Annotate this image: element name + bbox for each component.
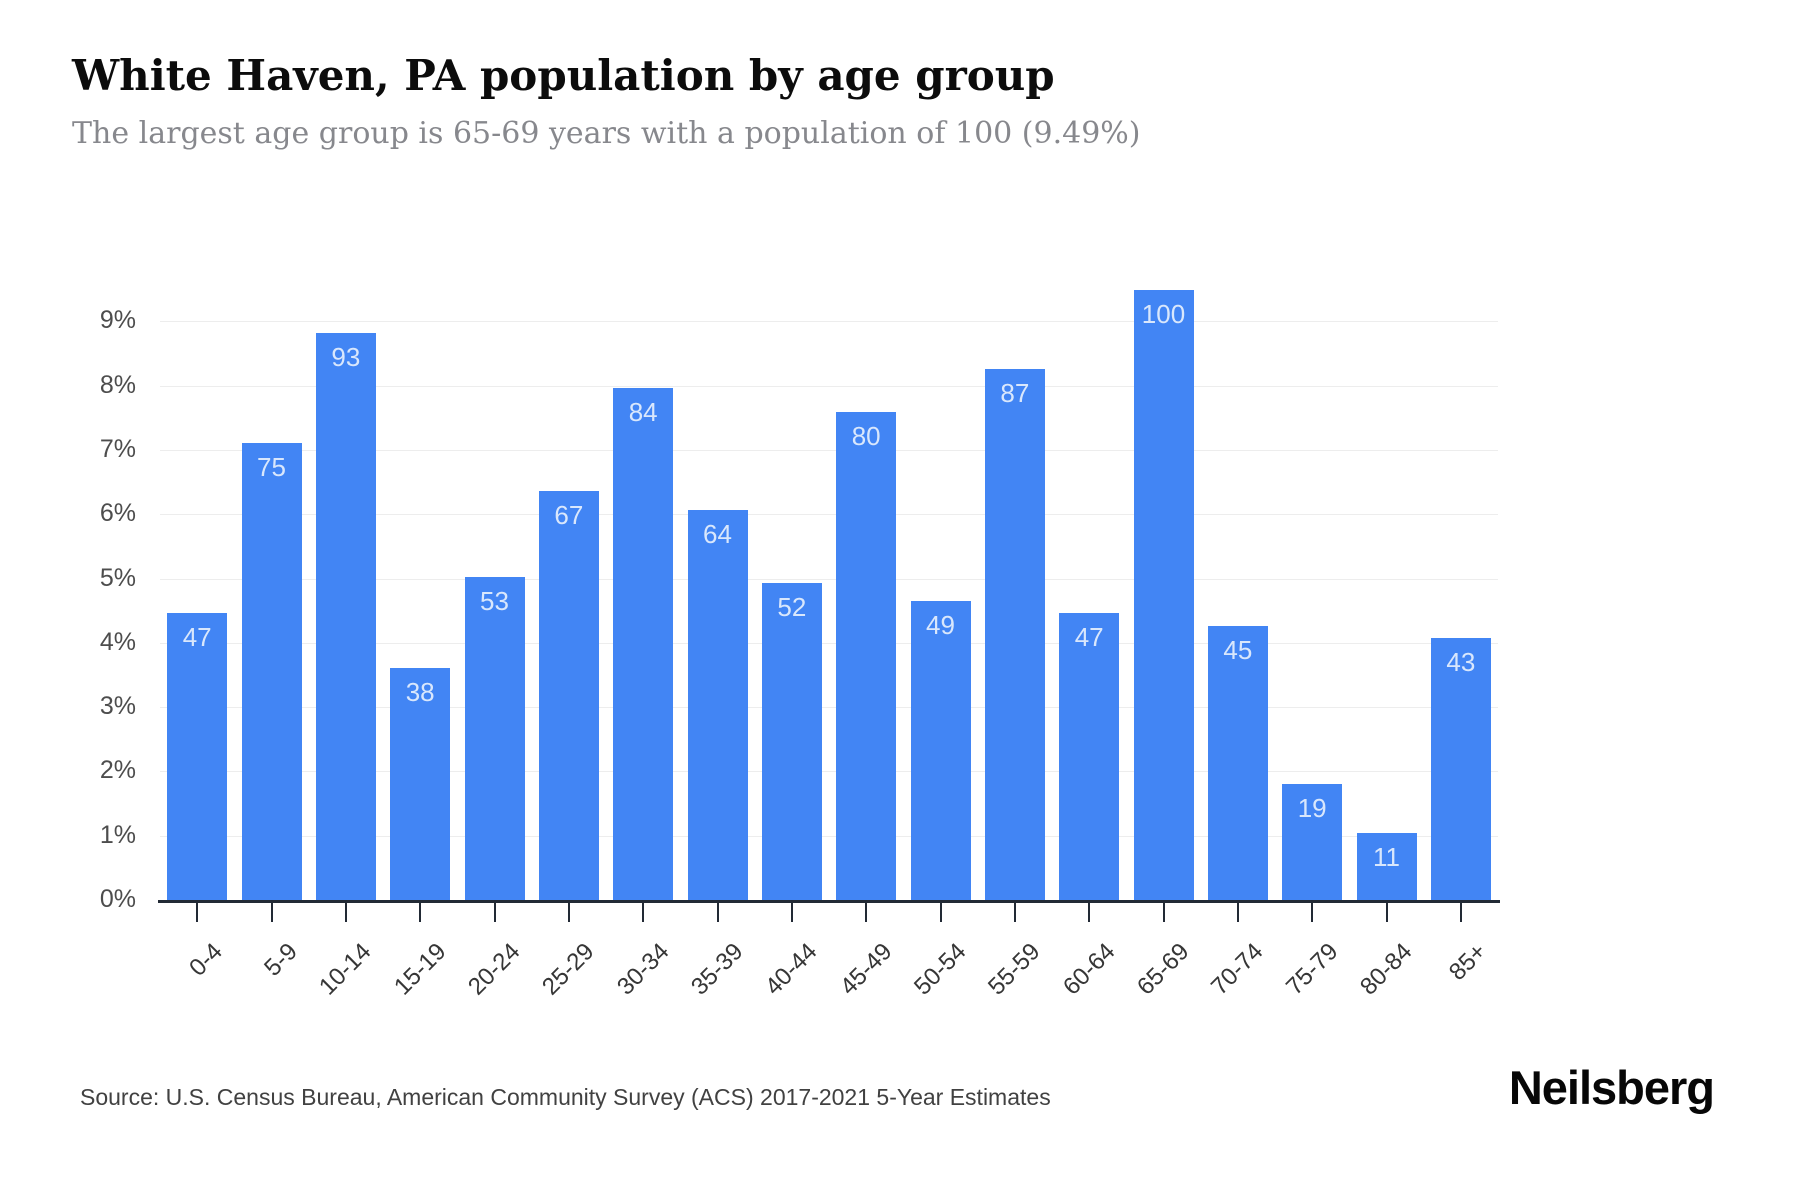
x-axis-tick <box>865 902 868 922</box>
x-axis-tick-label: 35-39 <box>686 938 749 1001</box>
x-axis-tick-label: 85+ <box>1444 938 1492 986</box>
bar-value-label: 43 <box>1446 646 1476 677</box>
x-axis-tick-label: 25-29 <box>537 938 600 1001</box>
y-axis-tick-label: 0% <box>99 885 136 913</box>
gridline <box>160 321 1498 323</box>
y-axis-tick-label: 9% <box>99 306 136 335</box>
x-axis-tick-label: 5-9 <box>258 938 303 982</box>
x-axis-tick <box>790 902 793 922</box>
x-axis-tick <box>196 902 199 922</box>
x-axis-tick <box>1459 902 1462 922</box>
bar: 43 <box>1430 637 1491 900</box>
bar-value-label: 93 <box>331 341 361 372</box>
bar: 75 <box>241 442 302 900</box>
x-axis-tick-label: 80-84 <box>1355 938 1418 1001</box>
x-axis-tick <box>716 902 719 922</box>
bar-value-label: 52 <box>777 591 807 622</box>
bar-value-label: 47 <box>182 622 212 653</box>
source-text: Source: U.S. Census Bureau, American Com… <box>80 1084 1051 1110</box>
bar-value-label: 64 <box>703 518 732 549</box>
y-axis-tick-label: 4% <box>99 627 136 656</box>
x-axis-tick-label: 75-79 <box>1280 938 1344 1001</box>
x-axis-line <box>158 900 1500 903</box>
bar-value-label: 100 <box>1141 299 1186 329</box>
bar-value-label: 75 <box>257 451 286 482</box>
x-axis-tick-label: 30-34 <box>611 938 675 1001</box>
bar-value-label: 53 <box>480 585 509 616</box>
bar: 38 <box>390 668 451 900</box>
bar: 53 <box>464 576 525 900</box>
x-axis-tick-label: 65-69 <box>1132 938 1195 1001</box>
bar: 87 <box>984 369 1045 900</box>
x-axis-tick-label: 10-14 <box>314 938 377 1001</box>
bar-value-label: 11 <box>1373 841 1400 872</box>
x-axis-tick-label: 55-59 <box>983 938 1046 1001</box>
bar: 49 <box>910 601 971 900</box>
x-axis-tick-label: 60-64 <box>1057 938 1121 1001</box>
chart-title: White Haven, PA population by age group <box>72 51 1055 100</box>
y-axis-tick-label: 6% <box>99 499 136 528</box>
gridline <box>160 707 1498 709</box>
bar: 64 <box>687 509 748 900</box>
x-axis-tick-label: 40-44 <box>760 938 823 1001</box>
x-axis-tick <box>642 902 645 922</box>
bar: 93 <box>315 332 376 900</box>
x-axis-tick <box>1088 902 1091 922</box>
neilsberg-logo: Neilsberg <box>1508 1061 1715 1114</box>
x-axis-tick <box>1236 902 1239 922</box>
x-axis-tick-label: 45-49 <box>834 938 898 1001</box>
gridline <box>160 771 1498 773</box>
bar-value-label: 38 <box>405 677 435 708</box>
gridline <box>160 385 1498 387</box>
gridline <box>160 449 1498 451</box>
bar: 19 <box>1282 784 1343 900</box>
x-axis-tick <box>939 902 942 922</box>
gridline <box>160 578 1498 580</box>
bar-value-label: 80 <box>851 421 881 451</box>
x-axis-tick <box>567 902 570 922</box>
x-axis-tick <box>1013 902 1016 922</box>
x-axis-tick <box>1311 902 1314 922</box>
x-axis-tick <box>419 902 422 922</box>
bar-value-label: 45 <box>1223 634 1253 665</box>
gridline <box>160 514 1498 516</box>
y-axis-tick-label: 3% <box>99 692 136 721</box>
bar: 67 <box>538 491 599 900</box>
x-axis-tick-label: 70-74 <box>1206 938 1269 1001</box>
y-axis-tick-label: 5% <box>99 563 136 592</box>
bar-value-label: 19 <box>1297 793 1327 824</box>
y-axis-tick-label: 8% <box>99 370 136 399</box>
bar: 84 <box>613 387 674 900</box>
x-axis-tick-label: 50-54 <box>909 938 972 1001</box>
x-axis-tick-label: 20-24 <box>463 938 526 1001</box>
bar: 47 <box>1059 613 1120 900</box>
x-axis-tick <box>344 902 347 922</box>
chart-subtitle: The largest age group is 65-69 years wit… <box>72 116 1141 151</box>
bar-value-label: 67 <box>554 500 584 531</box>
bar: 47 <box>167 613 228 900</box>
x-axis-tick-label: 15-19 <box>388 938 452 1001</box>
bar: 52 <box>761 582 822 900</box>
bar: 11 <box>1356 832 1417 900</box>
bar: 100 <box>1133 290 1194 900</box>
x-axis-tick <box>1385 902 1388 922</box>
bar-value-label: 49 <box>926 610 955 641</box>
y-axis-tick-label: 2% <box>99 756 136 785</box>
bar: 45 <box>1207 625 1268 900</box>
bar-value-label: 87 <box>1000 378 1030 409</box>
gridline <box>160 642 1498 644</box>
bar-value-label: 84 <box>628 396 658 427</box>
gridline <box>160 835 1498 837</box>
x-axis-tick <box>270 902 273 922</box>
x-axis-tick-label: 0-4 <box>184 938 229 982</box>
x-axis-tick <box>1162 902 1165 922</box>
x-axis-tick <box>493 902 496 922</box>
y-axis-tick-label: 1% <box>99 820 136 849</box>
bar: 80 <box>836 412 897 900</box>
bar-value-label: 47 <box>1074 622 1104 653</box>
y-axis-tick-label: 7% <box>99 434 136 463</box>
